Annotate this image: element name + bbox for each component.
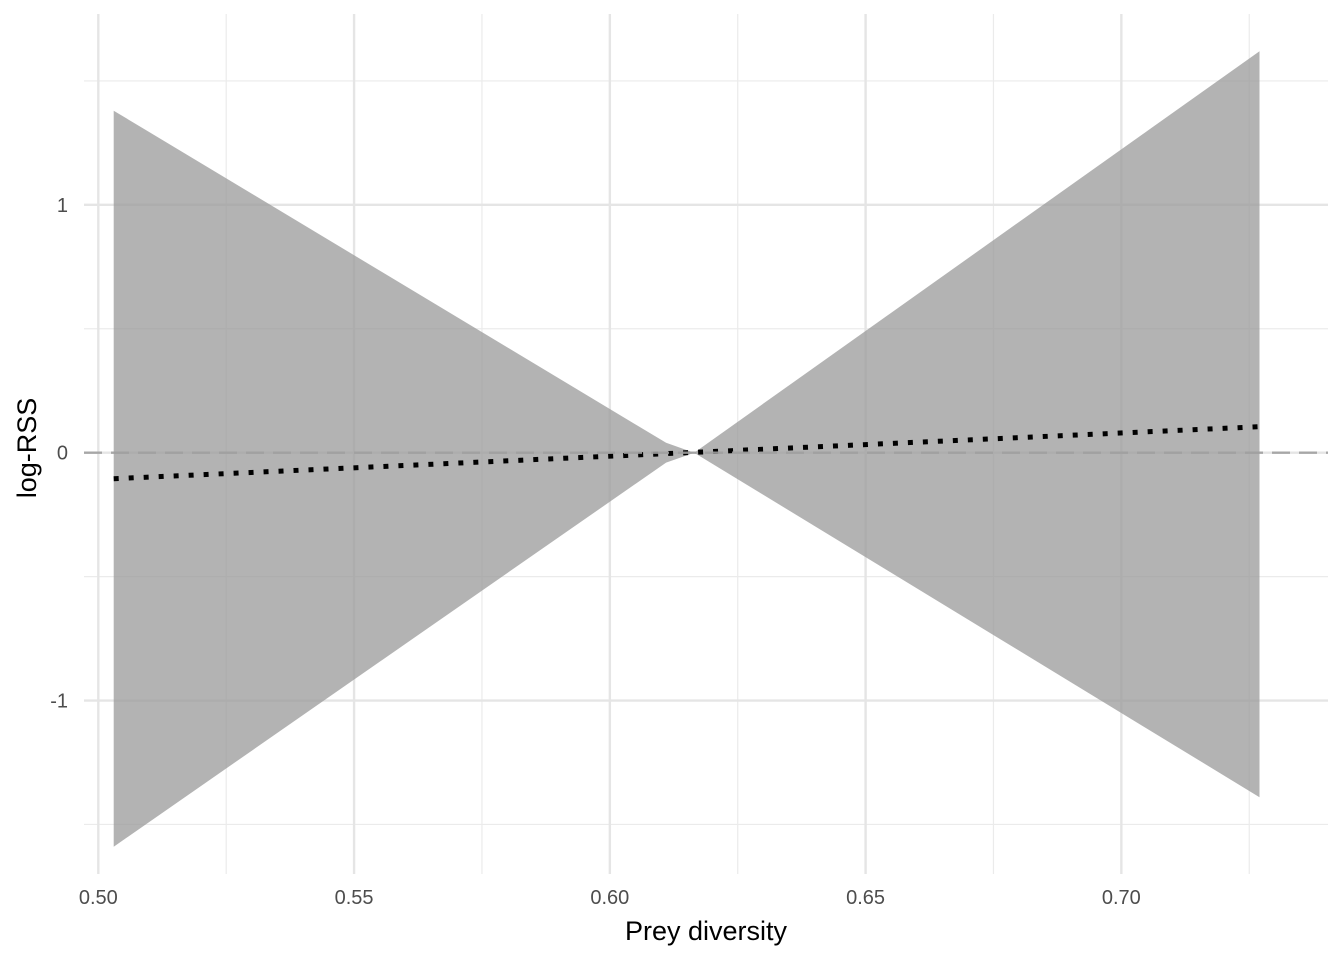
tick-labels: 0.50 0.55 0.60 0.65 0.70 -1 0 1: [50, 195, 1141, 909]
y-axis-title: log-RSS: [12, 398, 42, 499]
x-axis-title: Prey diversity: [625, 916, 788, 946]
x-tick-label: 0.65: [846, 887, 885, 909]
confidence-ribbon: [113, 51, 1260, 847]
x-tick-label: 0.70: [1102, 887, 1141, 909]
series-layer: [84, 51, 1328, 847]
x-tick-label: 0.55: [335, 887, 374, 909]
y-tick-label: -1: [50, 691, 68, 713]
y-tick-label: 1: [57, 195, 68, 217]
x-tick-label: 0.50: [79, 887, 118, 909]
x-tick-label: 0.60: [590, 887, 629, 909]
y-tick-label: 0: [57, 443, 68, 465]
